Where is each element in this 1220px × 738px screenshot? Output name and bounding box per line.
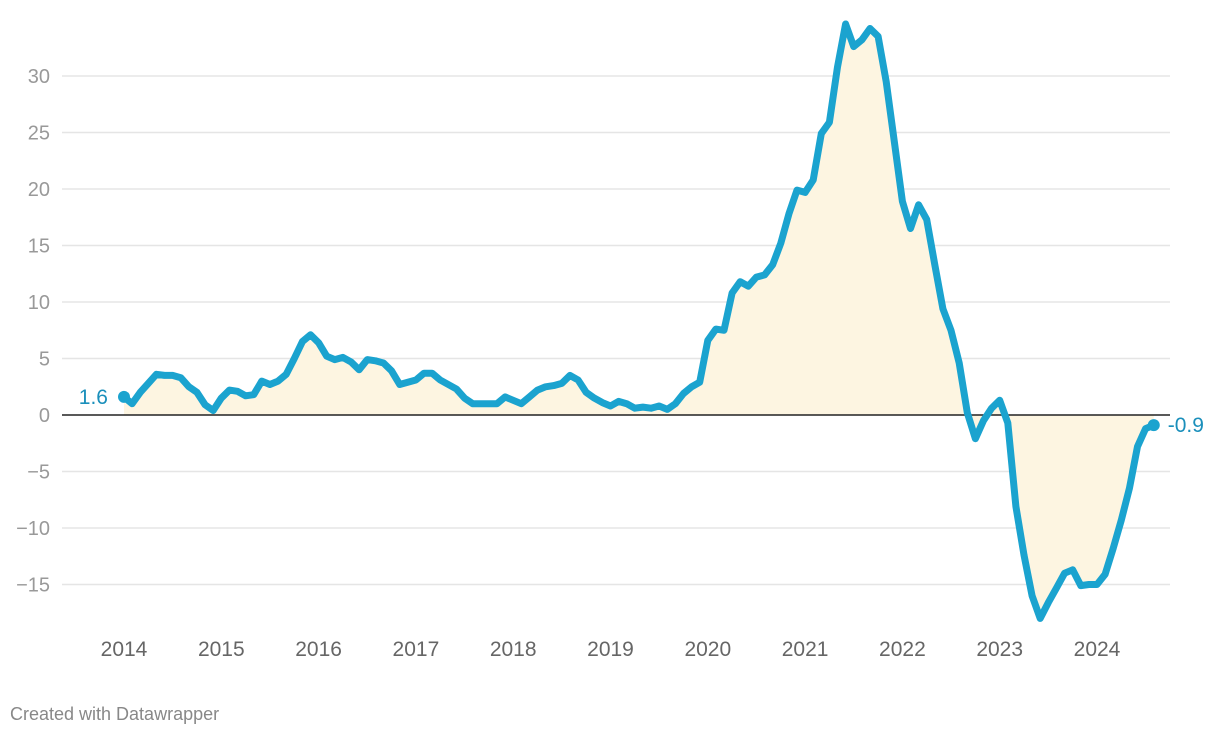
y-tick-label: 15 [28,236,50,258]
x-tick-label: 2018 [490,638,537,661]
end-value-label: -0.9 [1168,414,1204,437]
x-tick-label: 2020 [684,638,731,661]
y-tick-label: −10 [16,518,50,540]
start-marker [118,390,130,403]
x-tick-label: 2023 [976,638,1023,661]
x-tick-label: 2016 [295,638,342,661]
x-tick-label: 2015 [198,638,245,661]
x-tick-label: 2017 [393,638,440,661]
gridlines [62,75,1170,586]
series-line [120,20,1158,622]
y-tick-label: −5 [27,462,50,484]
y-tick-label: 25 [28,123,50,145]
start-value-label: 1.6 [79,386,108,409]
x-tick-label: 2019 [587,638,634,661]
x-tick-label: 2024 [1074,638,1121,661]
footer-credit: Created with Datawrapper [10,704,220,724]
end-marker [1147,419,1160,432]
area-fill [124,24,1154,619]
x-tick-label: 2021 [782,638,829,661]
x-axis: 2014 2015 2016 2017 2018 2019 2020 2021 2022 2023… [101,638,1121,661]
y-tick-label: 30 [28,66,50,88]
x-tick-label: 2022 [879,638,926,661]
y-tick-label: 20 [28,179,50,201]
y-tick-label: 10 [28,292,50,314]
x-tick-label: 2014 [101,638,148,661]
y-axis: 30 25 20 15 10 5 0 −5 −10 −15 [16,66,50,597]
y-tick-label: 0 [39,405,50,427]
y-tick-label: −15 [16,575,50,597]
y-tick-label: 5 [39,349,50,371]
